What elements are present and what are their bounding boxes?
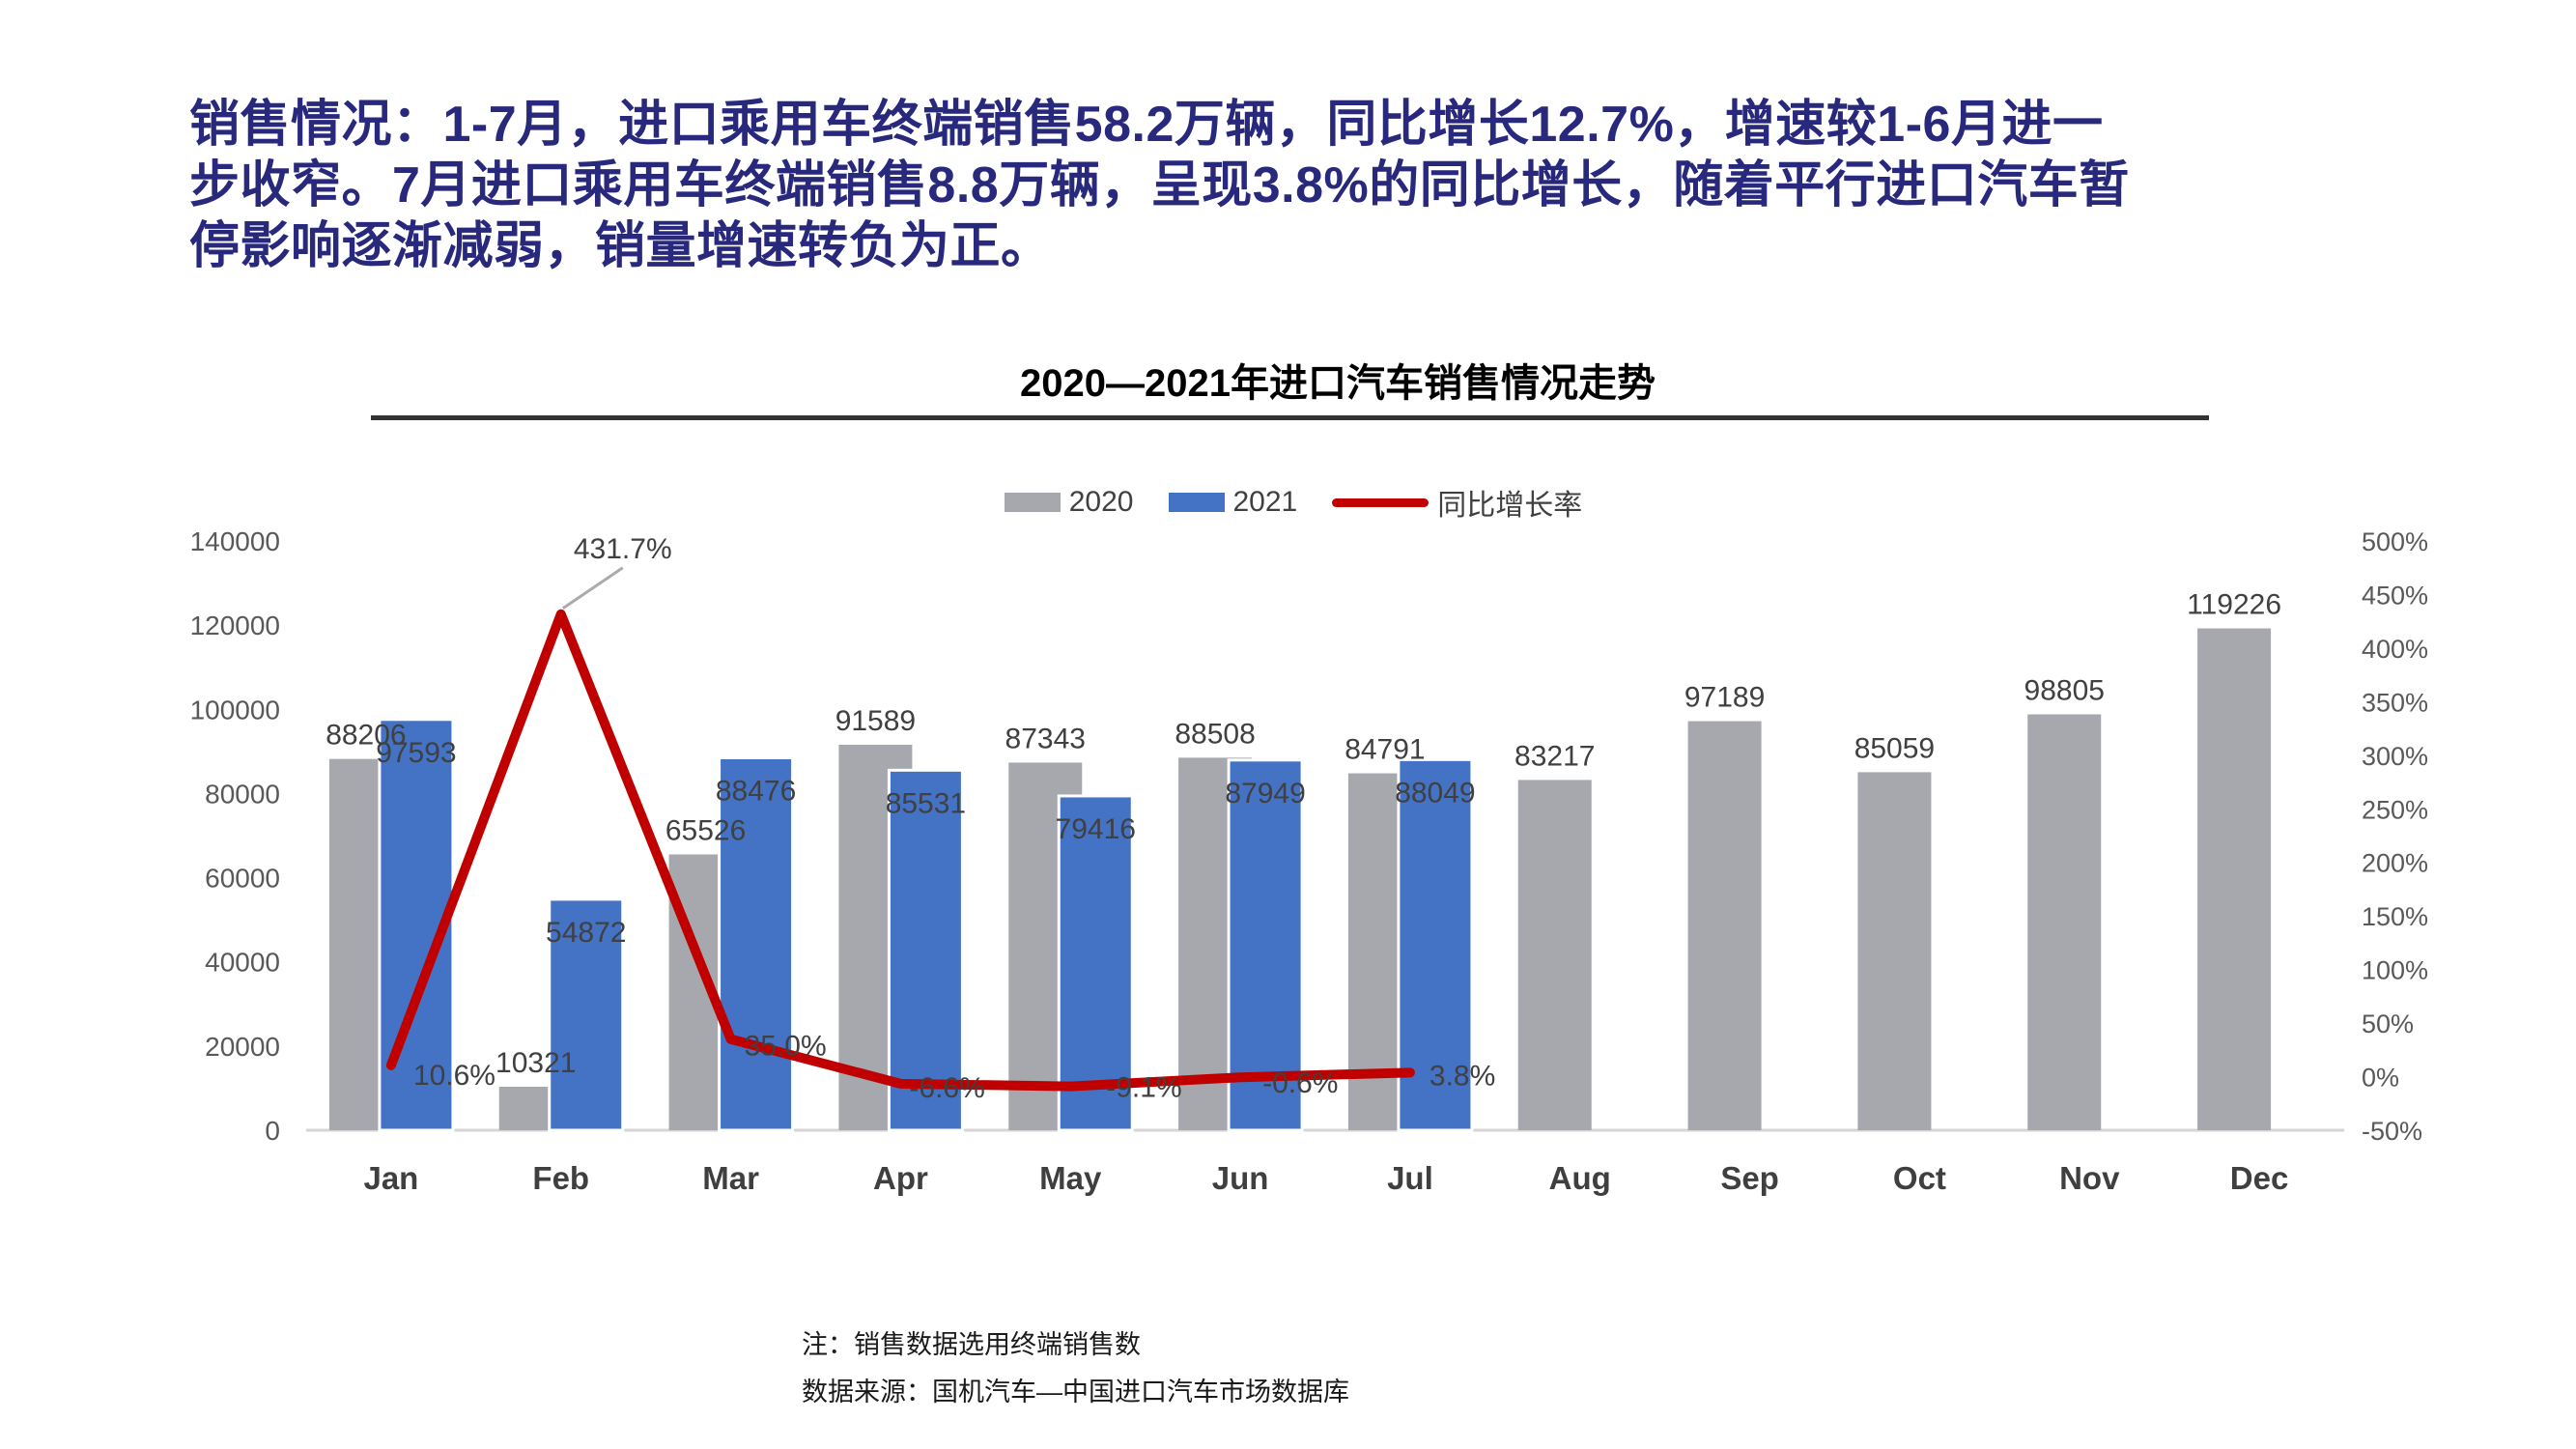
headline-line-3: 停影响逐渐减弱，销量增速转负为正。 <box>189 218 1052 274</box>
chart-legend: 2020 2021 同比增长率 <box>378 481 2209 524</box>
footnotes: 注：销售数据选用终端销售数 数据来源：国机汽车—中国进口汽车市场数据库 <box>802 1321 1349 1416</box>
growth-label-Jul: 3.8% <box>1430 1060 1495 1092</box>
bar-label-2020-Nov: 98805 <box>2024 674 2105 706</box>
bar-label-2020-Aug: 83217 <box>1514 740 1595 772</box>
bar-label-2020-Apr: 91589 <box>835 705 916 737</box>
bar-2021-Apr <box>887 768 964 1132</box>
legend-swatch-growth-rate-line <box>1332 497 1430 507</box>
bar-label-2020-Mar: 65526 <box>665 814 746 846</box>
title-divider <box>371 415 2209 420</box>
left-axis-tick: 140000 <box>190 526 280 556</box>
headline-text: 销售情况：1-7月，进口乘用车终端销售58.2万辆，同比增长12.7%，增速较1… <box>189 95 2440 277</box>
bar-2021-Mar <box>718 755 795 1132</box>
bar-2021-Jun <box>1227 758 1304 1132</box>
x-axis-label-Sep: Sep <box>1720 1160 1779 1196</box>
bar-label-2020-Jun: 88508 <box>1175 718 1255 750</box>
bar-label-2021-Feb: 54872 <box>546 917 626 949</box>
right-axis-tick: 200% <box>2362 849 2428 878</box>
right-axis-tick: 250% <box>2362 795 2428 824</box>
left-axis-tick: 120000 <box>190 611 280 640</box>
x-axis-label-Aug: Aug <box>1549 1160 1611 1196</box>
right-axis-tick: 50% <box>2362 1009 2414 1038</box>
chart-title: 2020—2021年进口汽车销售情况走势 <box>1020 362 1656 405</box>
bar-label-2020-Jul: 84791 <box>1345 734 1425 766</box>
legend-swatch-2020 <box>1004 493 1061 512</box>
left-axis-tick: 0 <box>265 1116 280 1146</box>
x-axis-label-Jul: Jul <box>1387 1160 1433 1196</box>
bar-label-2021-Jan: 97593 <box>376 737 456 769</box>
x-axis-label-Feb: Feb <box>532 1160 589 1196</box>
footnote-note: 注：销售数据选用终端销售数 <box>802 1330 1141 1359</box>
bar-label-2021-May: 79416 <box>1056 813 1136 845</box>
headline-line-2: 步收窄。7月进口乘用车终端销售8.8万辆，呈现3.8%的同比增长，随着平行进口汽… <box>189 157 2130 213</box>
right-axis-tick: 100% <box>2362 956 2428 985</box>
headline-line-1: 销售情况：1-7月，进口乘用车终端销售58.2万辆，同比增长12.7%，增速较1… <box>189 97 2104 153</box>
bar-label-2021-Jun: 87949 <box>1225 778 1305 810</box>
right-axis-tick: 400% <box>2362 635 2428 664</box>
bar-2020-Dec <box>2197 628 2272 1130</box>
growth-label-Apr: -6.6% <box>909 1072 984 1104</box>
growth-label-Feb: 431.7% <box>574 533 672 565</box>
left-axis-tick: 40000 <box>205 948 280 978</box>
bar-2020-Oct <box>1857 772 1932 1130</box>
x-axis-label-Mar: Mar <box>702 1160 759 1196</box>
bar-2021-May <box>1057 794 1134 1132</box>
bar-label-2020-Sep: 97189 <box>1684 682 1765 714</box>
footnote-source: 数据来源：国机汽车—中国进口汽车市场数据库 <box>802 1378 1349 1406</box>
bar-label-2021-Apr: 85531 <box>886 787 966 819</box>
growth-label-Mar: 35.0% <box>745 1031 827 1063</box>
x-axis-label-Nov: Nov <box>2059 1160 2120 1196</box>
bar-2021-Feb <box>548 897 625 1132</box>
x-axis-label-Jan: Jan <box>363 1160 418 1196</box>
right-axis-tick: 300% <box>2362 742 2428 771</box>
right-axis-tick: -50% <box>2362 1117 2422 1146</box>
bar-2020-Aug <box>1517 780 1592 1130</box>
growth-label-May: -9.1% <box>1106 1072 1181 1104</box>
legend-swatch-2021 <box>1168 493 1225 512</box>
bar-2020-Sep <box>1687 721 1762 1130</box>
bar-label-2020-May: 87343 <box>1005 723 1086 754</box>
bar-label-2020-Oct: 85059 <box>1854 732 1935 764</box>
legend-item-2021: 2021 <box>1168 486 1298 519</box>
growth-rate-line <box>385 609 1415 1092</box>
x-axis-label-May: May <box>1039 1160 1102 1196</box>
right-axis-tick: 150% <box>2362 902 2428 931</box>
left-axis-tick: 100000 <box>190 695 280 724</box>
left-axis-tick: 80000 <box>205 779 280 809</box>
right-axis-tick: 450% <box>2362 581 2428 610</box>
legend-label-2020: 2020 <box>1068 486 1134 518</box>
bar-label-2020-Jan: 88206 <box>326 720 406 752</box>
legend-item-growth-rate: 同比增长率 <box>1332 481 1582 524</box>
legend-item-2020: 2020 <box>1004 486 1134 519</box>
x-axis-label-Jun: Jun <box>1212 1160 1269 1196</box>
growth-label-Jan: 10.6% <box>413 1060 495 1092</box>
right-axis-tick: 350% <box>2362 688 2428 717</box>
left-axis-tick: 60000 <box>205 864 280 894</box>
left-axis-tick: 20000 <box>205 1032 280 1062</box>
growth-label-Jun: -0.6% <box>1262 1067 1338 1099</box>
x-axis-label-Dec: Dec <box>2230 1160 2289 1196</box>
legend-label-2021: 2021 <box>1232 486 1298 518</box>
bar-label-2020-Feb: 10321 <box>495 1047 576 1079</box>
bar-2020-Nov <box>2027 714 2102 1130</box>
bar-label-2021-Jul: 88049 <box>1395 777 1475 809</box>
x-axis-label-Apr: Apr <box>873 1160 928 1196</box>
right-axis-tick: 500% <box>2362 527 2428 556</box>
bar-label-2020-Dec: 119226 <box>2187 589 2281 621</box>
legend-label-growth-rate: 同比增长率 <box>1437 490 1583 522</box>
right-axis-tick: 0% <box>2362 1064 2399 1093</box>
x-axis-label-Oct: Oct <box>1893 1160 1946 1196</box>
bar-label-2021-Mar: 88476 <box>716 775 796 807</box>
growth-label-callout <box>561 566 624 610</box>
